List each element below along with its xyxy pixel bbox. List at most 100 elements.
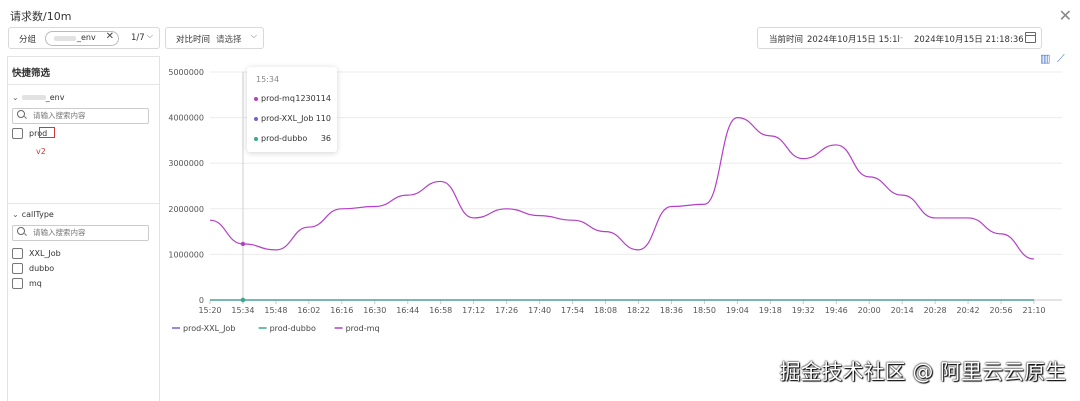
filter-option-mq[interactable]: mq [12, 278, 42, 289]
y-tick-label: 2000000 [168, 205, 204, 214]
checkbox[interactable] [12, 128, 23, 139]
x-tick-label: 19:18 [759, 306, 782, 315]
tooltip-series-name: prod-XXL_Job [261, 114, 314, 123]
group-filter-count: 1/7 [131, 33, 145, 43]
env-search-field[interactable] [12, 108, 149, 124]
x-tick-label: 17:40 [528, 306, 551, 315]
series-point-prod-dubbo [240, 297, 246, 303]
x-tick-label: 15:34 [231, 306, 254, 315]
bar-chart-icon[interactable]: ▥ [1040, 52, 1051, 65]
checkbox[interactable] [12, 248, 23, 259]
filter-group-calltype[interactable]: ⌄ callType [12, 210, 54, 219]
compare-time-label: 对比时间 [176, 35, 211, 45]
x-tick-label: 16:44 [396, 306, 419, 315]
checkbox[interactable] [12, 278, 23, 289]
annotation-text: v2 [36, 147, 46, 156]
annotation-box [39, 127, 55, 138]
x-tick-label: 18:22 [627, 306, 650, 315]
x-tick-label: 16:58 [429, 306, 452, 315]
chart-tooltip: 15:34 prod-mq 1230114 prod-XXL_Job 110 pro… [247, 67, 337, 152]
chevron-down-icon[interactable]: ⌵ [250, 31, 257, 40]
x-tick-label: 20:00 [858, 306, 881, 315]
y-tick-label: 5000000 [168, 68, 204, 77]
chevron-down-icon[interactable]: ⌵ [146, 31, 153, 40]
tooltip-row: prod-XXL_Job 110 [254, 114, 331, 123]
filter-option-dubbo[interactable]: dubbo [12, 263, 54, 274]
y-tick-label: 4000000 [168, 114, 204, 123]
x-tick-label: 17:26 [495, 306, 518, 315]
x-tick-label: 20:28 [924, 306, 947, 315]
filter-group-calltype-label: callType [21, 210, 54, 219]
compare-time-placeholder: 请选择 [216, 35, 242, 45]
calltype-search-input[interactable] [33, 227, 143, 237]
compare-time-select[interactable]: 对比时间 请选择 ⌵ [165, 27, 264, 49]
chevron-down-icon: ⌄ [12, 93, 19, 102]
tooltip-row: prod-dubbo 36 [254, 134, 331, 143]
group-filter[interactable]: 分组 _env ✕ 1/7 ⌵ [8, 27, 160, 49]
filter-option-prod[interactable]: prod [12, 128, 47, 139]
x-tick-label: 19:46 [825, 306, 848, 315]
x-tick-label: 15:48 [264, 306, 287, 315]
series-point-prod-mq [240, 241, 246, 247]
chart-title: 请求数/10m [10, 10, 72, 23]
group-filter-tag-text: _env [77, 33, 96, 42]
watermark: 掘金技术社区 @ 阿里云云原生 [779, 360, 1066, 384]
x-tick-label: 15:20 [198, 306, 221, 315]
filter-option-label: dubbo [29, 264, 55, 273]
x-tick-label: 16:02 [297, 306, 320, 315]
line-chart-icon[interactable]: ⟋ [1057, 52, 1065, 65]
series-dot [254, 136, 258, 141]
x-tick-label: 18:50 [693, 306, 716, 315]
tooltip-series-value: 36 [320, 134, 331, 143]
divider [8, 84, 159, 85]
x-tick-label: 17:12 [462, 306, 485, 315]
redacted-mask [21, 95, 46, 100]
y-tick-label: 1000000 [168, 250, 204, 259]
x-tick-label: 17:54 [561, 306, 584, 315]
x-tick-label: 18:08 [594, 306, 617, 315]
filter-option-xxljob[interactable]: XXL_Job [12, 248, 61, 259]
chevron-down-icon: ⌄ [12, 210, 19, 219]
time-range-start[interactable]: 2024年10月15日 15:1l [807, 35, 900, 45]
x-tick-label: 16:16 [330, 306, 353, 315]
x-tick-label: 21:10 [1022, 306, 1045, 315]
tooltip-time: 15:34 [256, 75, 280, 84]
quick-filter-title: 快捷筛选 [12, 68, 51, 79]
redacted-mask [54, 36, 76, 41]
tooltip-series-value: 1230114 [295, 94, 331, 103]
y-tick-label: 0 [199, 296, 204, 305]
calendar-icon[interactable] [1025, 32, 1036, 43]
time-range-separator: - [900, 33, 904, 43]
divider [8, 203, 159, 204]
filter-group-env[interactable]: ⌄ _env [12, 93, 64, 102]
filter-option-label: mq [29, 279, 42, 288]
legend-entry: prod-mq [346, 324, 380, 333]
legend-entry: prod-XXL_Job [183, 324, 235, 333]
x-tick-label: 20:14 [891, 306, 914, 315]
group-filter-tag[interactable]: _env ✕ [45, 31, 119, 46]
tooltip-series-name: prod-dubbo [261, 134, 308, 143]
series-dot [254, 116, 258, 121]
tooltip-row: prod-mq 1230114 [254, 94, 331, 103]
time-range-picker[interactable]: 当前时间 2024年10月15日 15:1l - 2024年10月15日 21:… [757, 27, 1042, 49]
calltype-search-field[interactable] [12, 225, 149, 241]
filter-group-env-label: _env [45, 93, 65, 102]
quick-filter-panel: 快捷筛选 ⌄_env prod v2 ⌄callType XXL_Job dub… [7, 56, 160, 401]
series-line-prod-mq [209, 116, 1035, 260]
x-tick-label: 16:30 [363, 306, 386, 315]
x-tick-label: 20:42 [957, 306, 980, 315]
env-search-input[interactable] [33, 110, 143, 120]
tooltip-series-name: prod-mq [261, 94, 295, 103]
search-icon [17, 227, 25, 235]
tag-remove-icon[interactable]: ✕ [105, 31, 114, 42]
time-range-label: 当前时间 [769, 35, 804, 45]
time-range-end[interactable]: 2024年10月15日 21:18:36 [914, 35, 1024, 45]
x-tick-label: 19:32 [792, 306, 815, 315]
x-tick-label: 18:36 [660, 306, 683, 315]
close-icon[interactable]: ✕ [1058, 6, 1072, 25]
x-tick-label: 20:56 [990, 306, 1013, 315]
filter-option-label: prod [29, 129, 48, 138]
checkbox[interactable] [12, 263, 23, 274]
series-dot [254, 96, 258, 101]
